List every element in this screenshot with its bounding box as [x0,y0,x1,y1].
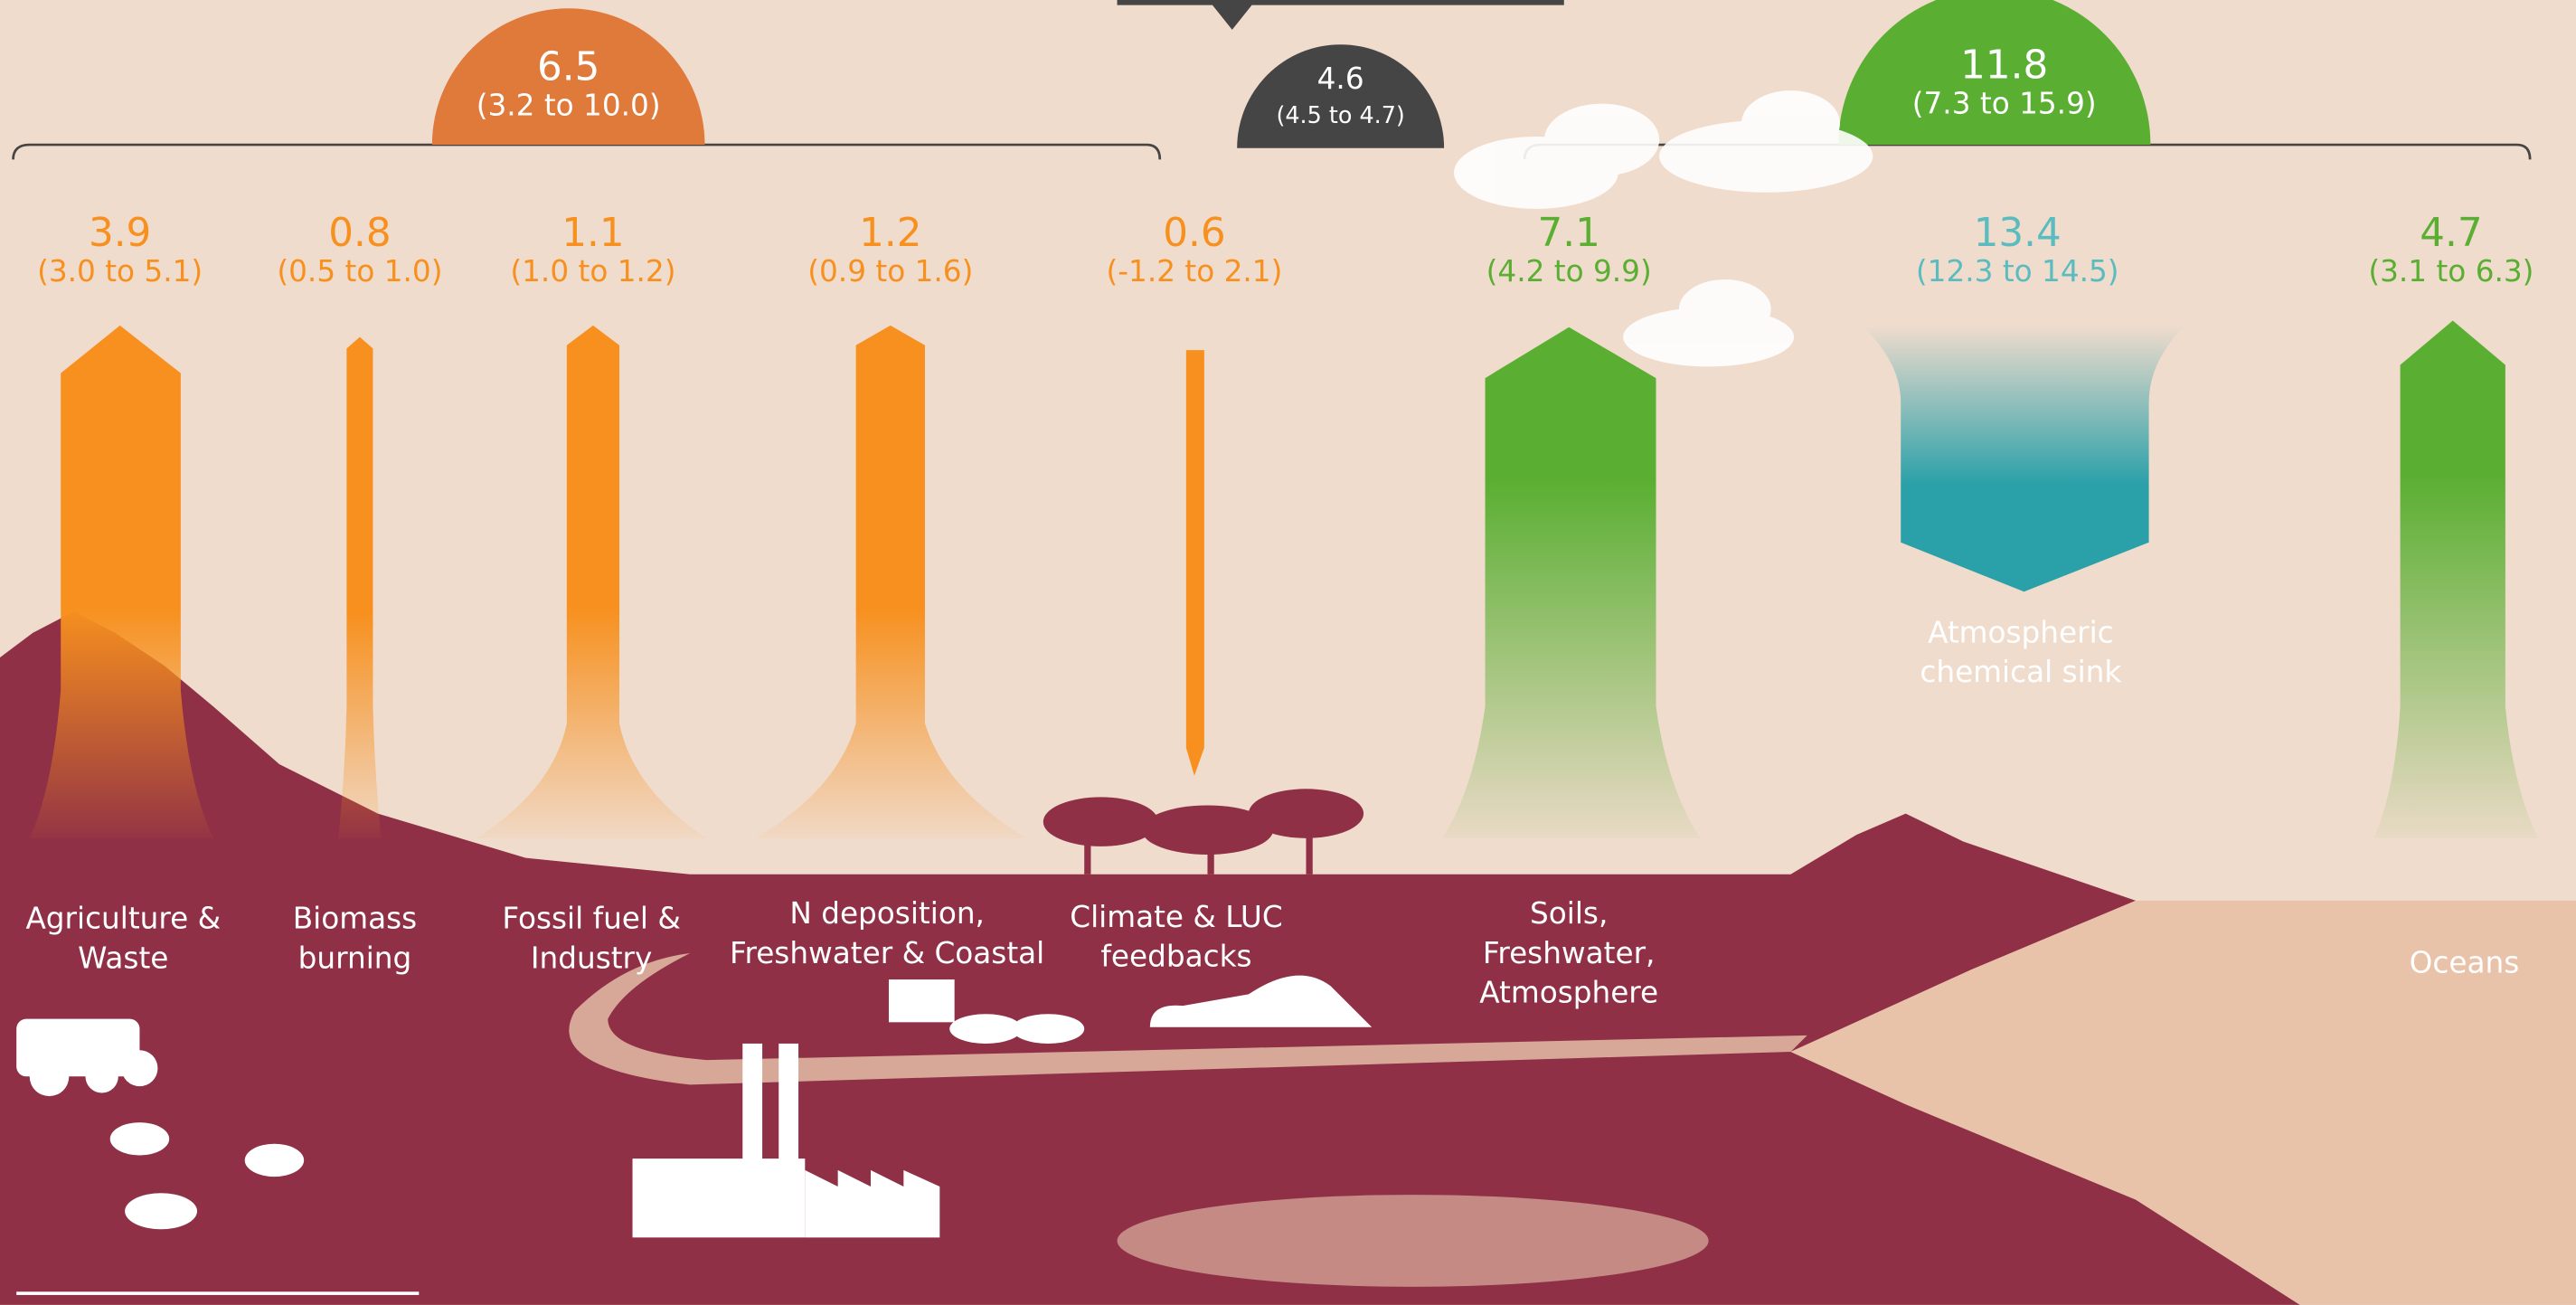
flow-label: N deposition, [789,896,985,931]
flow-value: 7.1 [1538,211,1600,256]
total-range: (3.2 to 10.0) [477,88,661,122]
divider [16,1291,419,1295]
total-value: 6.5 [537,44,599,90]
flow-range: (0.9 to 1.6) [807,254,973,288]
arrow [1186,350,1204,776]
flow-value: 0.8 [328,211,391,256]
flow-range: (-1.2 to 2.1) [1106,254,1282,288]
total-value: 4.6 [1317,61,1364,96]
flow-range: (4.2 to 9.9) [1486,254,1652,288]
flow-label: Biomass [293,902,417,936]
flow-label: Soils, [1530,896,1608,931]
flow-value: 13.4 [1974,211,2062,256]
flow-value: 3.9 [89,211,151,256]
flow-label: Atmospheric [1928,616,2114,650]
flow-range: (3.1 to 6.3) [2368,254,2534,288]
flow-range: (3.0 to 5.1) [37,254,203,288]
flow-value: 1.1 [561,211,624,256]
pond [1118,1195,1709,1287]
flow-range: (12.3 to 14.5) [1916,254,2119,288]
flow-range: (1.0 to 1.2) [510,254,675,288]
flow-label: Fossil fuel & [502,902,681,936]
flow-value: 4.7 [2420,211,2482,256]
total-range: (7.3 to 15.9) [1912,86,2097,120]
flow-label: chemical sink [1920,655,2121,689]
flow-range: (0.5 to 1.0) [277,254,442,288]
total-value: 11.8 [1960,43,2048,89]
flow-label: feedbacks [1100,939,1251,973]
flow-label: Atmosphere [1479,975,1658,1009]
total-range: (4.5 to 4.7) [1276,101,1404,128]
flow-label: Waste [78,941,168,975]
flow-value: 0.6 [1163,211,1225,256]
flow-label: Climate & LUC [1070,900,1282,934]
flow-label: Industry [531,941,652,975]
infographic: 6.5 (3.2 to 10.0) 4.6 (4.5 to 4.7) 11.8 … [0,0,2576,1305]
flow-label: burning [298,941,412,975]
flow-label: Agriculture & [25,902,221,936]
flow-label: Freshwater, [1483,936,1656,970]
flow-label: Oceans [2410,946,2520,980]
flow-label: Freshwater & Coastal [730,936,1044,970]
flow-value: 1.2 [859,211,921,256]
page: {"totals":{ "sources":{"value":"6.5","ra… [0,0,2576,1305]
